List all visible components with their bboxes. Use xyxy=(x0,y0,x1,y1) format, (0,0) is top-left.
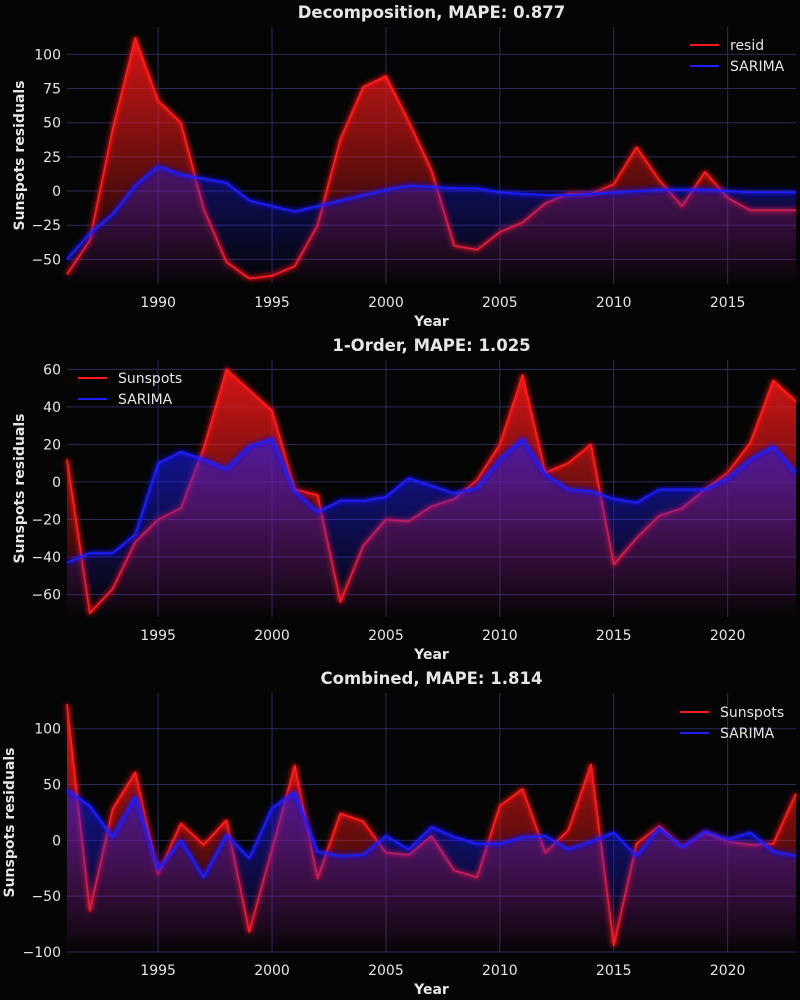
x-tick-label: 1990 xyxy=(140,295,176,311)
x-tick-label: 2005 xyxy=(368,628,404,644)
x-tick-label: 2000 xyxy=(368,295,404,311)
x-tick-label: 2000 xyxy=(254,963,290,979)
chart-panel-1-order: 1995 2000 2005 2010 2015 2020 −60 −40 −20 0 20 40 60… xyxy=(12,336,797,663)
series-line-sarima xyxy=(66,165,796,260)
y-tick-label: −60 xyxy=(31,587,61,603)
legend: Sunspots SARIMA xyxy=(680,705,784,742)
y-axis-label: Sunspots residuals xyxy=(12,81,28,231)
series-area-sarima xyxy=(67,790,796,952)
chart-title: Decomposition, MAPE: 0.877 xyxy=(298,3,566,22)
y-tick-label: 75 xyxy=(43,82,61,98)
x-tick-label: 2020 xyxy=(710,628,746,644)
series-area-sarima xyxy=(67,166,796,284)
series-line-sarima xyxy=(66,437,797,564)
x-tick-label: 2015 xyxy=(710,295,746,311)
y-tick-label: 60 xyxy=(43,362,61,378)
y-axis-label: Sunspots residuals xyxy=(2,748,18,898)
legend-label-sunspots: Sunspots xyxy=(720,705,784,721)
series-area-sarima xyxy=(67,438,796,617)
x-tick-label: 1995 xyxy=(140,963,176,979)
y-tick-label: 25 xyxy=(43,150,61,166)
chart-title: 1-Order, MAPE: 1.025 xyxy=(332,336,530,355)
x-tick-label: 2010 xyxy=(482,628,518,644)
x-tick-label: 2000 xyxy=(254,628,290,644)
y-tick-label: 20 xyxy=(43,437,61,453)
x-tick-label: 2005 xyxy=(482,295,518,311)
x-tick-label: 2010 xyxy=(482,963,518,979)
y-tick-label: 40 xyxy=(43,400,61,416)
y-tick-label: −20 xyxy=(31,512,61,528)
y-tick-label: 50 xyxy=(43,778,61,794)
x-axis-label: Year xyxy=(413,647,449,663)
chart-title: Combined, MAPE: 1.814 xyxy=(321,669,543,688)
y-tick-label: −50 xyxy=(31,252,61,268)
y-tick-label: 100 xyxy=(34,722,61,738)
y-tick-label: 0 xyxy=(52,184,61,200)
legend-label-resid: resid xyxy=(730,38,764,54)
y-tick-label: 100 xyxy=(34,47,61,63)
y-tick-label: −100 xyxy=(23,945,61,961)
x-axis-label: Year xyxy=(413,982,449,998)
y-tick-label: −40 xyxy=(31,550,61,566)
y-tick-label: −25 xyxy=(31,218,61,234)
x-axis-label: Year xyxy=(413,314,449,330)
x-tick-label: 2015 xyxy=(596,963,632,979)
y-tick-label: −50 xyxy=(31,889,61,905)
y-tick-label: 0 xyxy=(52,833,61,849)
x-tick-label: 1995 xyxy=(254,295,290,311)
chart-panel-decomposition: 1990 1995 2000 2005 2010 2015 −50 −25 0 25 50 75 100… xyxy=(12,3,796,330)
x-tick-label: 2015 xyxy=(596,628,632,644)
legend: Sunspots SARIMA xyxy=(78,371,182,408)
legend-label-sunspots: Sunspots xyxy=(118,371,182,387)
y-tick-label: 0 xyxy=(52,475,61,491)
x-tick-label: 1995 xyxy=(140,628,176,644)
legend: resid SARIMA xyxy=(690,38,785,75)
x-tick-label: 2020 xyxy=(710,963,746,979)
series-line-sarima xyxy=(66,789,797,879)
chart-panel-combined: 1995 2000 2005 2010 2015 2020 −100 −50 0 50 100 Com… xyxy=(2,669,797,998)
y-tick-label: 50 xyxy=(43,116,61,132)
legend-label-sarima: SARIMA xyxy=(118,392,173,408)
x-tick-label: 2005 xyxy=(368,963,404,979)
legend-label-sarima: SARIMA xyxy=(730,59,785,75)
legend-label-sarima: SARIMA xyxy=(720,726,775,742)
y-axis-label: Sunspots residuals xyxy=(12,414,28,564)
x-tick-label: 2010 xyxy=(596,295,632,311)
